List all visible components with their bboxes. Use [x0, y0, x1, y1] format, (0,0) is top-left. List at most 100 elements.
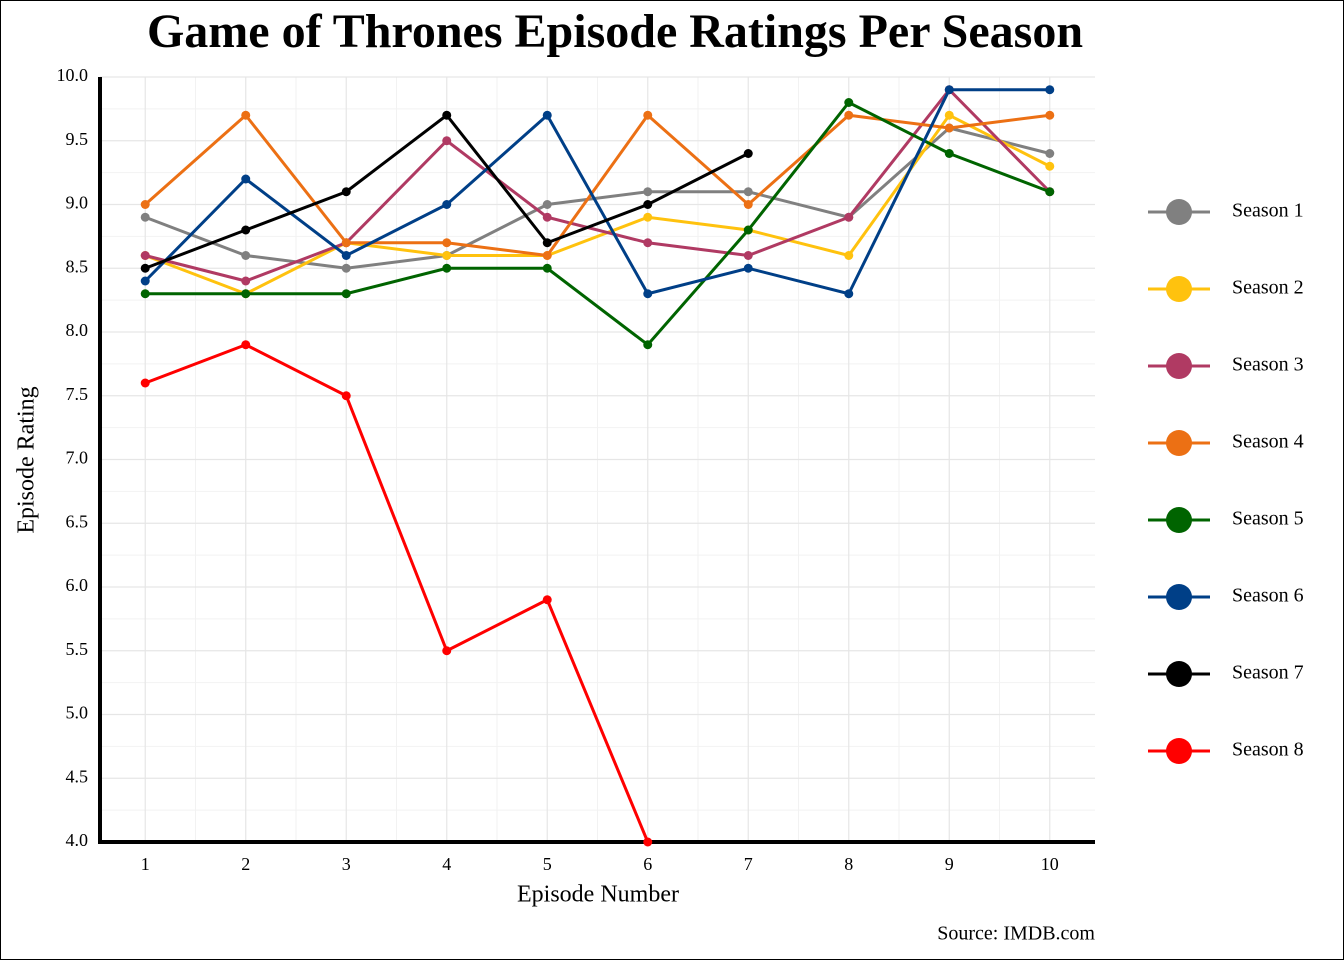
- data-point: [442, 238, 452, 248]
- series-line: [144, 87, 1051, 283]
- data-point: [844, 289, 854, 299]
- data-point: [140, 289, 150, 299]
- series-line: [145, 100, 1051, 347]
- y-tick-label: 4.0: [66, 830, 89, 850]
- data-point: [743, 200, 753, 209]
- data-point: [844, 251, 854, 260]
- legend-label: Season 7: [1232, 662, 1304, 684]
- x-axis-title: Episode Number: [517, 882, 679, 908]
- data-point: [944, 123, 954, 133]
- data-point: [341, 251, 351, 260]
- data-point: [341, 391, 351, 401]
- y-axis-title: Episode Rating: [14, 386, 40, 533]
- series-line: [144, 88, 1050, 296]
- data-point: [140, 263, 150, 273]
- x-tick-label: 5: [543, 854, 552, 874]
- series-line: [144, 113, 1051, 296]
- x-tick-label: 9: [945, 854, 954, 874]
- legend-label: Season 6: [1232, 585, 1304, 607]
- data-point: [542, 200, 552, 209]
- y-tick-label: 8.5: [66, 256, 89, 276]
- data-point: [442, 110, 452, 120]
- data-point: [542, 251, 552, 260]
- data-point: [743, 251, 753, 260]
- data-point: [241, 276, 251, 286]
- data-point: [140, 378, 150, 388]
- data-point: [643, 238, 653, 248]
- data-point: [743, 263, 753, 273]
- x-tick-label: 3: [342, 854, 351, 874]
- data-point: [341, 263, 351, 273]
- y-tick-label: 5.0: [66, 703, 89, 723]
- data-point: [140, 200, 150, 209]
- data-point: [643, 187, 653, 197]
- data-point: [341, 238, 351, 248]
- legend-marker: [1166, 199, 1192, 225]
- y-tick-label: 6.0: [66, 575, 89, 595]
- chart-title: Game of Thrones Episode Ratings Per Seas…: [147, 5, 1083, 58]
- data-point: [1045, 161, 1055, 171]
- legend-label: Season 2: [1232, 277, 1304, 299]
- data-point: [844, 98, 854, 107]
- data-point: [140, 212, 150, 222]
- data-point: [643, 110, 653, 120]
- y-tick-label: 9.5: [66, 129, 89, 149]
- data-point: [743, 225, 753, 235]
- y-tick-label: 4.5: [66, 766, 89, 786]
- legend-marker: [1166, 276, 1192, 302]
- data-point: [241, 251, 251, 260]
- legend-marker: [1166, 353, 1192, 379]
- legend-marker: [1166, 430, 1192, 456]
- y-tick-label: 5.5: [66, 639, 89, 659]
- data-point: [643, 200, 653, 209]
- y-tick-label: 9.0: [66, 193, 89, 213]
- data-point: [542, 110, 552, 120]
- data-point: [442, 136, 452, 146]
- data-point: [1045, 187, 1055, 197]
- data-point: [944, 110, 954, 120]
- data-point: [643, 289, 653, 299]
- data-point: [1045, 110, 1055, 120]
- data-point: [844, 110, 854, 120]
- legend-label: Season 1: [1232, 200, 1304, 222]
- data-point: [442, 263, 452, 273]
- legend-marker: [1166, 661, 1192, 687]
- y-tick-label: 10.0: [57, 65, 89, 85]
- data-point: [643, 837, 653, 847]
- legend-label: Season 3: [1232, 354, 1304, 376]
- data-point: [542, 238, 552, 248]
- data-point: [643, 212, 653, 222]
- legend-label: Season 8: [1232, 739, 1304, 761]
- y-tick-label: 8.0: [66, 320, 89, 340]
- data-point: [241, 110, 251, 120]
- y-tick-label: 7.0: [66, 448, 89, 468]
- legend-marker: [1166, 738, 1192, 764]
- data-point: [140, 276, 150, 286]
- y-tick-label: 6.5: [66, 511, 89, 531]
- series-line: [144, 113, 1050, 258]
- data-point: [743, 149, 753, 158]
- x-tick-label: 2: [241, 854, 250, 874]
- data-point: [643, 340, 653, 350]
- caption: Source: IMDB.com: [937, 923, 1095, 945]
- data-point: [341, 187, 351, 197]
- x-tick-label: 8: [844, 854, 853, 874]
- data-point: [1045, 85, 1055, 95]
- x-tick-label: 1: [141, 854, 150, 874]
- data-point: [442, 251, 452, 260]
- data-point: [341, 289, 351, 299]
- x-tick-label: 4: [442, 854, 451, 874]
- data-point: [241, 289, 251, 299]
- x-tick-label: 10: [1041, 854, 1059, 874]
- data-point: [743, 187, 753, 197]
- legend-marker: [1166, 584, 1192, 610]
- data-point: [542, 595, 552, 605]
- data-point: [542, 263, 552, 273]
- data-point: [241, 174, 251, 184]
- y-tick-label: 7.5: [66, 384, 89, 404]
- data-point: [140, 251, 150, 260]
- data-point: [944, 149, 954, 158]
- data-point: [241, 225, 251, 235]
